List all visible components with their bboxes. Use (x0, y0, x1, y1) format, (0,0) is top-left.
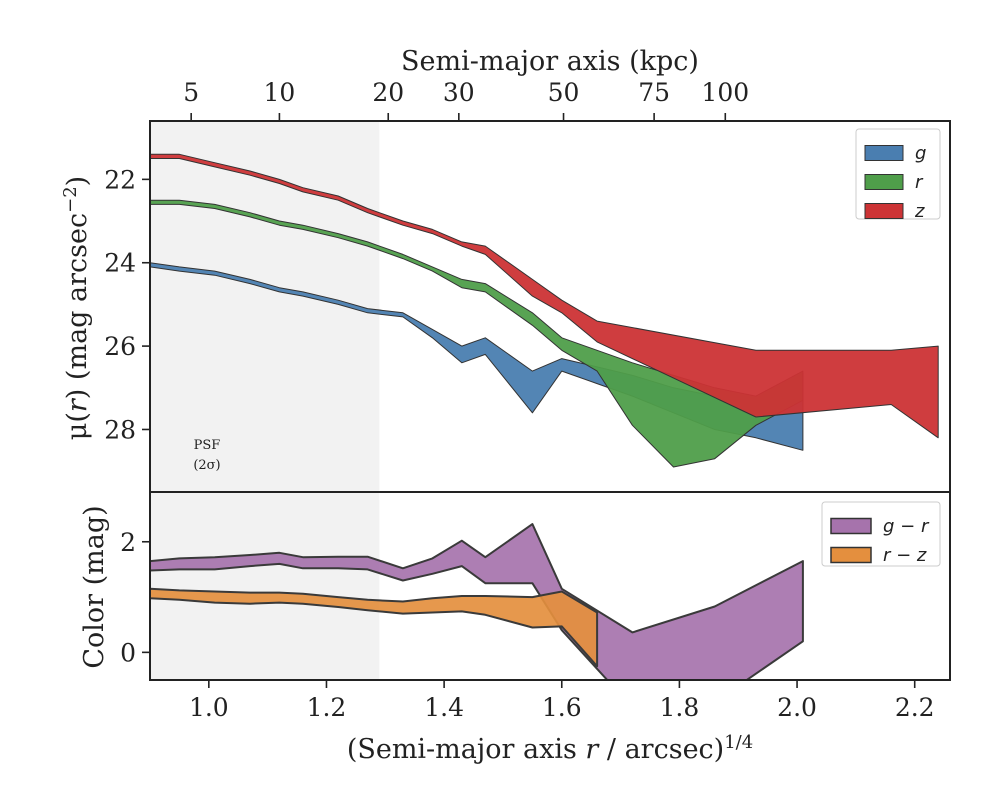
kpc-axis-ticks: 5 10 20 30 50 75 100 (183, 78, 749, 121)
y-axis-title-color: Color (mag) (79, 505, 110, 668)
psf-label-line1: PSF (194, 438, 221, 453)
psf-label-line2: (2σ) (193, 458, 220, 473)
psf-region (150, 121, 380, 492)
x-axis-ticks: 1.0 1.2 1.4 1.6 1.8 2.0 2.2 (189, 680, 935, 722)
psf-region (150, 492, 380, 680)
kpc-tick-label: 100 (701, 78, 749, 107)
x-axis-title: (Semi-major axis r / arcsec)1/4 (347, 732, 753, 766)
legend-swatch (864, 203, 904, 219)
legend-swatch (864, 145, 904, 161)
color-legend: g − r r − z (821, 501, 941, 567)
ylabel-sup: −2 (60, 186, 81, 213)
legend-label: r (915, 172, 924, 193)
band-rz (150, 587, 599, 668)
ylabel-close: ) (62, 176, 93, 187)
legend-swatch (830, 517, 872, 535)
xlabel-var: r (585, 734, 600, 765)
surface-brightness-legend: grz (855, 128, 941, 222)
surface-brightness-panel: 22 24 26 28 5 10 20 30 50 75 100 Semi-major axis … (60, 46, 951, 493)
kpc-tick-label: 30 (443, 78, 475, 107)
x-tick-label: 1.2 (307, 693, 347, 722)
color-y-ticks: 02 (120, 528, 150, 667)
y-tick-label: 2 (120, 528, 136, 557)
legend-label: g (915, 143, 926, 164)
xlabel-sup: 1/4 (724, 732, 753, 753)
legend-swatch (864, 174, 904, 190)
x-tick-label: 1.8 (660, 693, 700, 722)
legend-label: g − r (883, 516, 930, 537)
legend-label: z (914, 201, 925, 222)
xlabel-pre: (Semi-major axis (347, 734, 586, 765)
bottom-panel-frame (149, 491, 951, 681)
y-tick-label: 24 (104, 249, 136, 278)
ylabel-var: r (62, 397, 93, 412)
x-tick-label: 1.6 (542, 693, 582, 722)
y-tick-label: 0 (120, 638, 136, 667)
color-series (150, 523, 804, 680)
surface-brightness-series (150, 153, 939, 468)
surface-brightness-y-ticks: 22 24 26 28 (104, 165, 150, 444)
kpc-tick-label: 5 (183, 78, 199, 107)
band-g (150, 262, 804, 451)
y-tick-label: 28 (104, 415, 136, 444)
y-tick-label: 22 (104, 165, 136, 194)
xlabel-post: / arcsec) (598, 734, 724, 765)
band-gr (150, 523, 804, 680)
y-axis-title-surface-brightness: μ(r) (mag arcsec−2) (60, 176, 94, 440)
x-tick-label: 2.0 (777, 693, 817, 722)
x-tick-label: 2.2 (895, 693, 935, 722)
legend-swatch (830, 546, 872, 564)
ylabel-mu: μ( (62, 412, 93, 440)
kpc-tick-label: 50 (548, 78, 580, 107)
x-tick-label: 1.4 (424, 693, 464, 722)
kpc-tick-label: 10 (264, 78, 296, 107)
legend-label: r − z (883, 545, 927, 566)
band-z (150, 153, 939, 439)
top-axis-title: Semi-major axis (kpc) (401, 46, 699, 77)
color-panel: 02 1.0 1.2 1.4 1.6 1.8 2.0 2.2 Color (mag) (Se… (79, 491, 951, 766)
kpc-tick-label: 75 (638, 78, 670, 107)
ylabel-post: ) (mag arcsec (62, 213, 93, 399)
kpc-tick-label: 20 (372, 78, 404, 107)
y-tick-label: 26 (104, 332, 136, 361)
x-tick-label: 1.0 (189, 693, 229, 722)
